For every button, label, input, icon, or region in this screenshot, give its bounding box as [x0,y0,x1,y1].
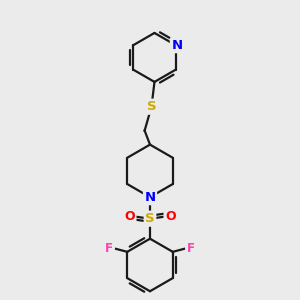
Text: N: N [144,191,156,204]
Text: S: S [145,212,155,225]
Text: O: O [124,210,135,223]
Text: F: F [187,242,195,255]
Text: O: O [165,210,175,223]
Text: S: S [147,100,156,113]
Text: N: N [171,39,182,52]
Text: F: F [105,242,113,255]
